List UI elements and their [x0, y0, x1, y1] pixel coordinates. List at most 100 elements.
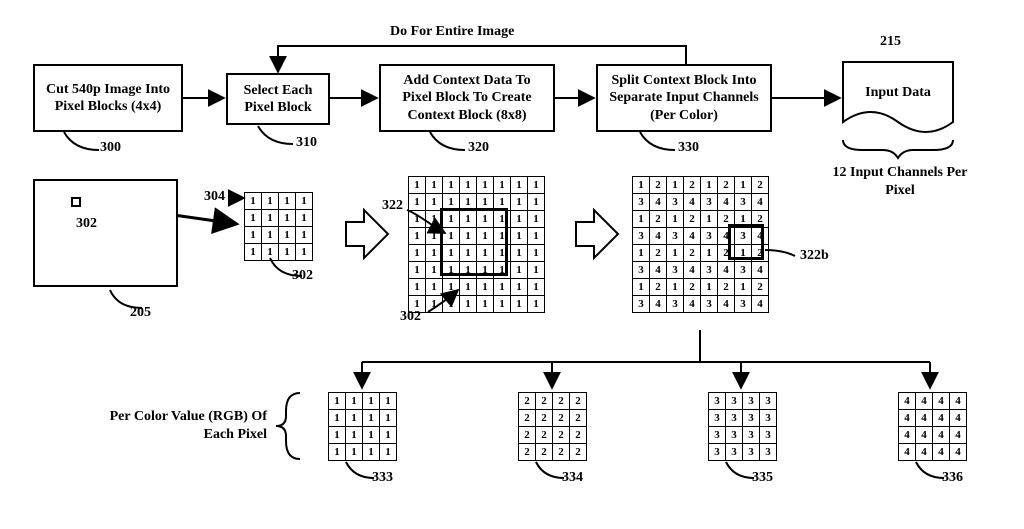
grid-cell: 4	[950, 444, 967, 461]
grid-cell: 1	[528, 279, 545, 296]
grid-cell: 1	[511, 211, 528, 228]
grid-cell: 1	[245, 193, 262, 210]
grid-cell: 2	[752, 211, 769, 228]
grid-cell: 1	[528, 296, 545, 313]
grid-cell: 1	[443, 296, 460, 313]
grid-cell: 4	[950, 393, 967, 410]
grid-cell: 1	[426, 211, 443, 228]
grid-cell: 1	[443, 279, 460, 296]
grid-cell: 1	[460, 279, 477, 296]
flow-box-300: Cut 540p Image Into Pixel Blocks (4x4)	[33, 64, 183, 132]
ref-300: 300	[100, 140, 121, 156]
grid-cell: 1	[279, 244, 296, 261]
grid-cell: 1	[494, 245, 511, 262]
grid-cell: 1	[346, 410, 363, 427]
flow-box-320: Add Context Data To Pixel Block To Creat…	[379, 64, 555, 132]
grid-cell: 1	[460, 177, 477, 194]
grid-cell: 1	[380, 393, 397, 410]
grid-cell: 2	[570, 444, 587, 461]
grid-cell: 3	[701, 296, 718, 313]
grid-cell: 3	[726, 393, 743, 410]
grid-channel-334: 2222222222222222	[518, 392, 587, 461]
grid-cell: 4	[752, 296, 769, 313]
grid-cell: 3	[667, 296, 684, 313]
grid-cell: 4	[916, 444, 933, 461]
grid-cell: 1	[735, 279, 752, 296]
grid-cell: 3	[760, 444, 777, 461]
grid-cell: 1	[511, 279, 528, 296]
grid-cell: 2	[519, 427, 536, 444]
grid-cell: 1	[262, 210, 279, 227]
grid-cell: 3	[743, 427, 760, 444]
grid-cell: 1	[296, 193, 313, 210]
grid-cell: 4	[899, 444, 916, 461]
caption-per-color: Per Color Value (RGB) Of Each Pixel	[107, 408, 267, 443]
grid-cell: 1	[511, 245, 528, 262]
flow-box-310: Select Each Pixel Block	[226, 73, 330, 125]
grid-cell: 1	[426, 279, 443, 296]
grid-cell: 1	[380, 427, 397, 444]
grid-cell: 1	[279, 210, 296, 227]
grid-cell: 1	[460, 194, 477, 211]
grid-cell: 1	[363, 444, 380, 461]
grid-cell: 4	[718, 296, 735, 313]
grid-cell: 1	[245, 244, 262, 261]
grid-cell: 2	[519, 410, 536, 427]
source-image-rect	[33, 179, 178, 287]
grid-cell: 3	[743, 393, 760, 410]
grid-cell: 1	[511, 194, 528, 211]
grid-cell: 3	[701, 228, 718, 245]
grid-cell: 4	[684, 296, 701, 313]
grid-cell: 2	[752, 279, 769, 296]
grid-cell: 3	[743, 410, 760, 427]
grid-cell: 2	[519, 444, 536, 461]
grid-cell: 1	[460, 228, 477, 245]
grid-cell: 2	[553, 427, 570, 444]
flow-box-330: Split Context Block Into Separate Input …	[596, 64, 772, 132]
ref-322b: 322b	[800, 248, 829, 264]
grid-cell: 3	[709, 410, 726, 427]
grid-cell: 4	[752, 262, 769, 279]
grid-cell: 4	[650, 262, 667, 279]
grid-cell: 3	[701, 194, 718, 211]
grid-cell: 1	[701, 245, 718, 262]
grid-cell: 4	[933, 427, 950, 444]
flow-box-input-data: Input Data	[843, 85, 953, 101]
grid-cell: 1	[380, 444, 397, 461]
grid-channel-336: 4444444444444444	[898, 392, 967, 461]
grid-cell: 1	[494, 177, 511, 194]
grid-channel-335: 3333333333333333	[708, 392, 777, 461]
grid-cell: 1	[329, 393, 346, 410]
ref-302-under8: 302	[400, 309, 421, 325]
grid-cell: 4	[650, 194, 667, 211]
grid-cell: 2	[536, 410, 553, 427]
grid-cell: 1	[511, 228, 528, 245]
loop-label: Do For Entire Image	[390, 24, 514, 40]
ref-335: 335	[752, 470, 773, 486]
grid-cell: 1	[701, 211, 718, 228]
grid-cell: 1	[494, 194, 511, 211]
grid-cell: 3	[735, 296, 752, 313]
grid-cell: 1	[494, 228, 511, 245]
grid-cell: 1	[735, 245, 752, 262]
grid-cell: 1	[346, 427, 363, 444]
grid-cell: 3	[735, 228, 752, 245]
grid-cell: 1	[329, 410, 346, 427]
grid-cell: 4	[933, 393, 950, 410]
grid-cell: 1	[460, 296, 477, 313]
grid-cell: 2	[752, 245, 769, 262]
grid-cell: 2	[650, 177, 667, 194]
grid-cell: 3	[760, 393, 777, 410]
grid-cell: 1	[633, 177, 650, 194]
grid-cell: 1	[329, 427, 346, 444]
grid-cell: 2	[684, 245, 701, 262]
grid-cell: 1	[528, 245, 545, 262]
grid-cell: 1	[409, 262, 426, 279]
grid-8x8-channel-block: 1212121234343434121212123434343412121212…	[632, 176, 769, 313]
grid-cell: 1	[460, 245, 477, 262]
grid-cell: 4	[899, 410, 916, 427]
grid-cell: 4	[916, 427, 933, 444]
grid-cell: 1	[477, 177, 494, 194]
grid-cell: 1	[528, 194, 545, 211]
grid-cell: 2	[570, 393, 587, 410]
